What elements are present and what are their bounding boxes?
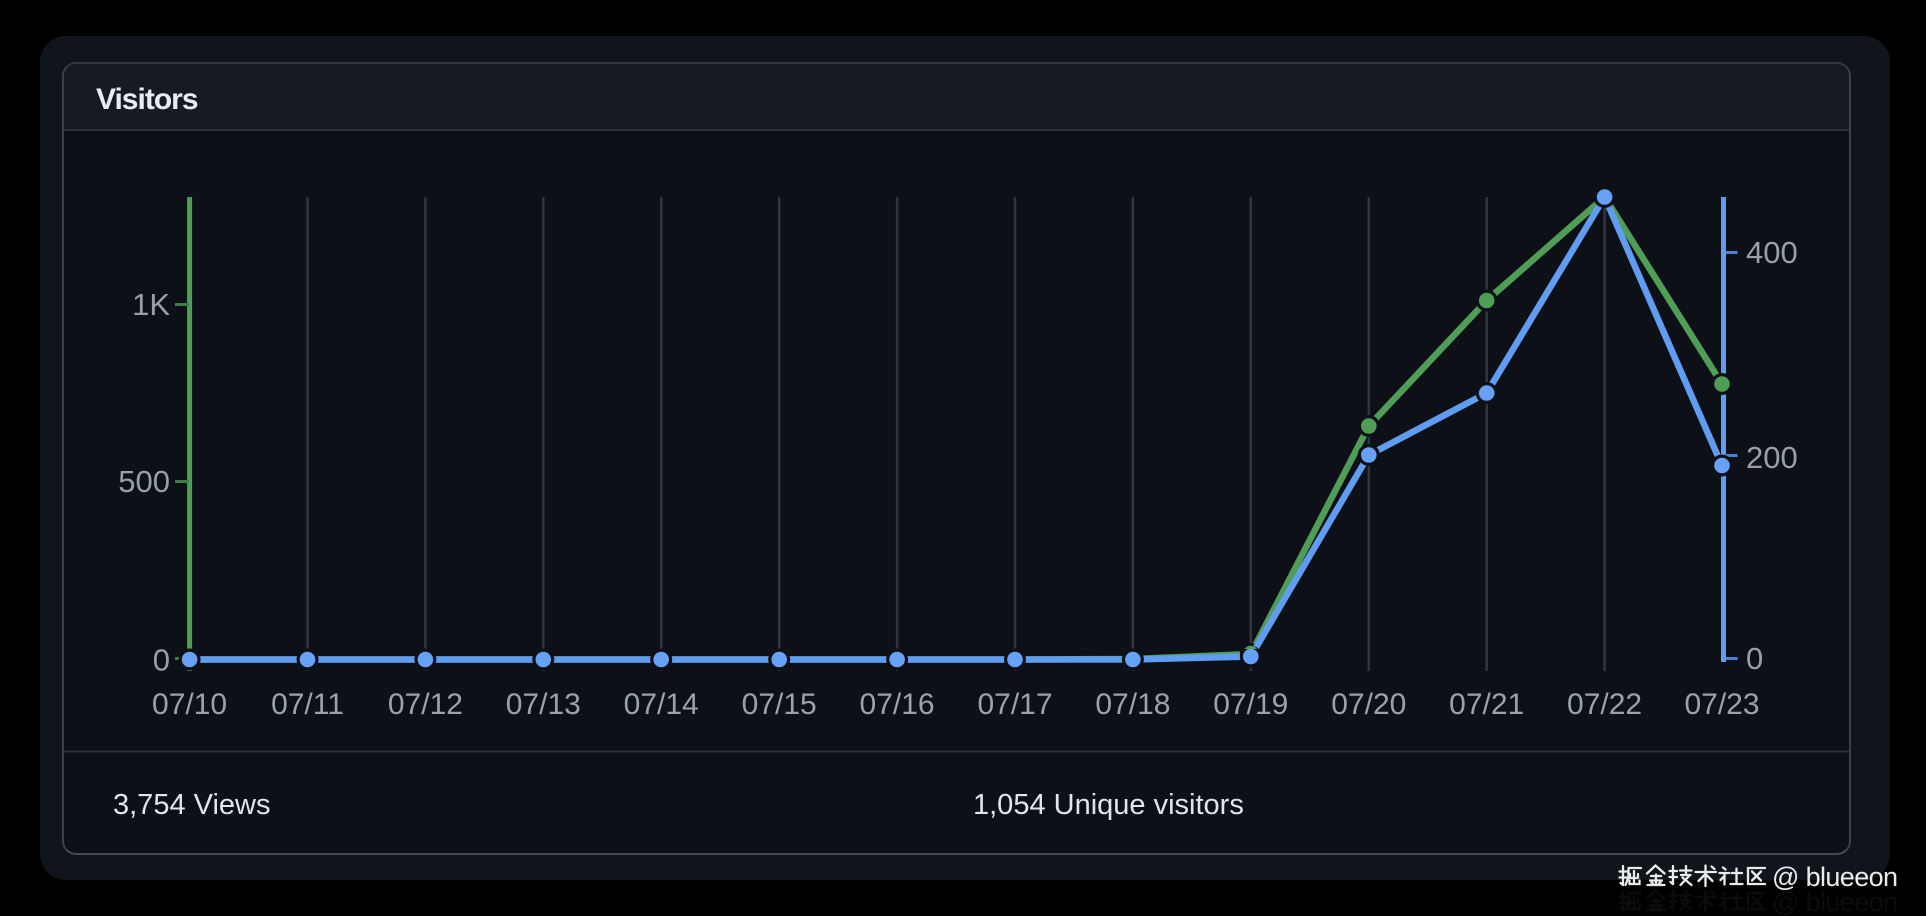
svg-text:500: 500 [118,464,170,499]
svg-text:3,754 Views: 3,754 Views [113,789,270,821]
svg-text:07/20: 07/20 [1331,688,1406,721]
svg-text:0: 0 [153,643,170,678]
svg-text:1,054 Unique visitors: 1,054 Unique visitors [973,789,1244,821]
svg-text:07/13: 07/13 [506,688,581,721]
svg-text:07/21: 07/21 [1449,688,1524,721]
svg-text:07/18: 07/18 [1095,688,1170,721]
svg-text:0: 0 [1746,641,1763,676]
svg-text:07/14: 07/14 [624,688,699,721]
svg-text:07/22: 07/22 [1567,688,1642,721]
svg-text:07/23: 07/23 [1684,688,1759,721]
svg-text:07/19: 07/19 [1213,688,1288,721]
svg-text:200: 200 [1746,440,1798,475]
svg-text:07/17: 07/17 [977,688,1052,721]
svg-text:07/16: 07/16 [860,688,935,721]
svg-text:07/12: 07/12 [388,688,463,721]
svg-text:07/15: 07/15 [742,688,817,721]
svg-text:07/11: 07/11 [271,688,344,721]
svg-text:1K: 1K [132,287,170,322]
svg-text:07/10: 07/10 [152,688,227,721]
svg-text:400: 400 [1746,235,1798,270]
